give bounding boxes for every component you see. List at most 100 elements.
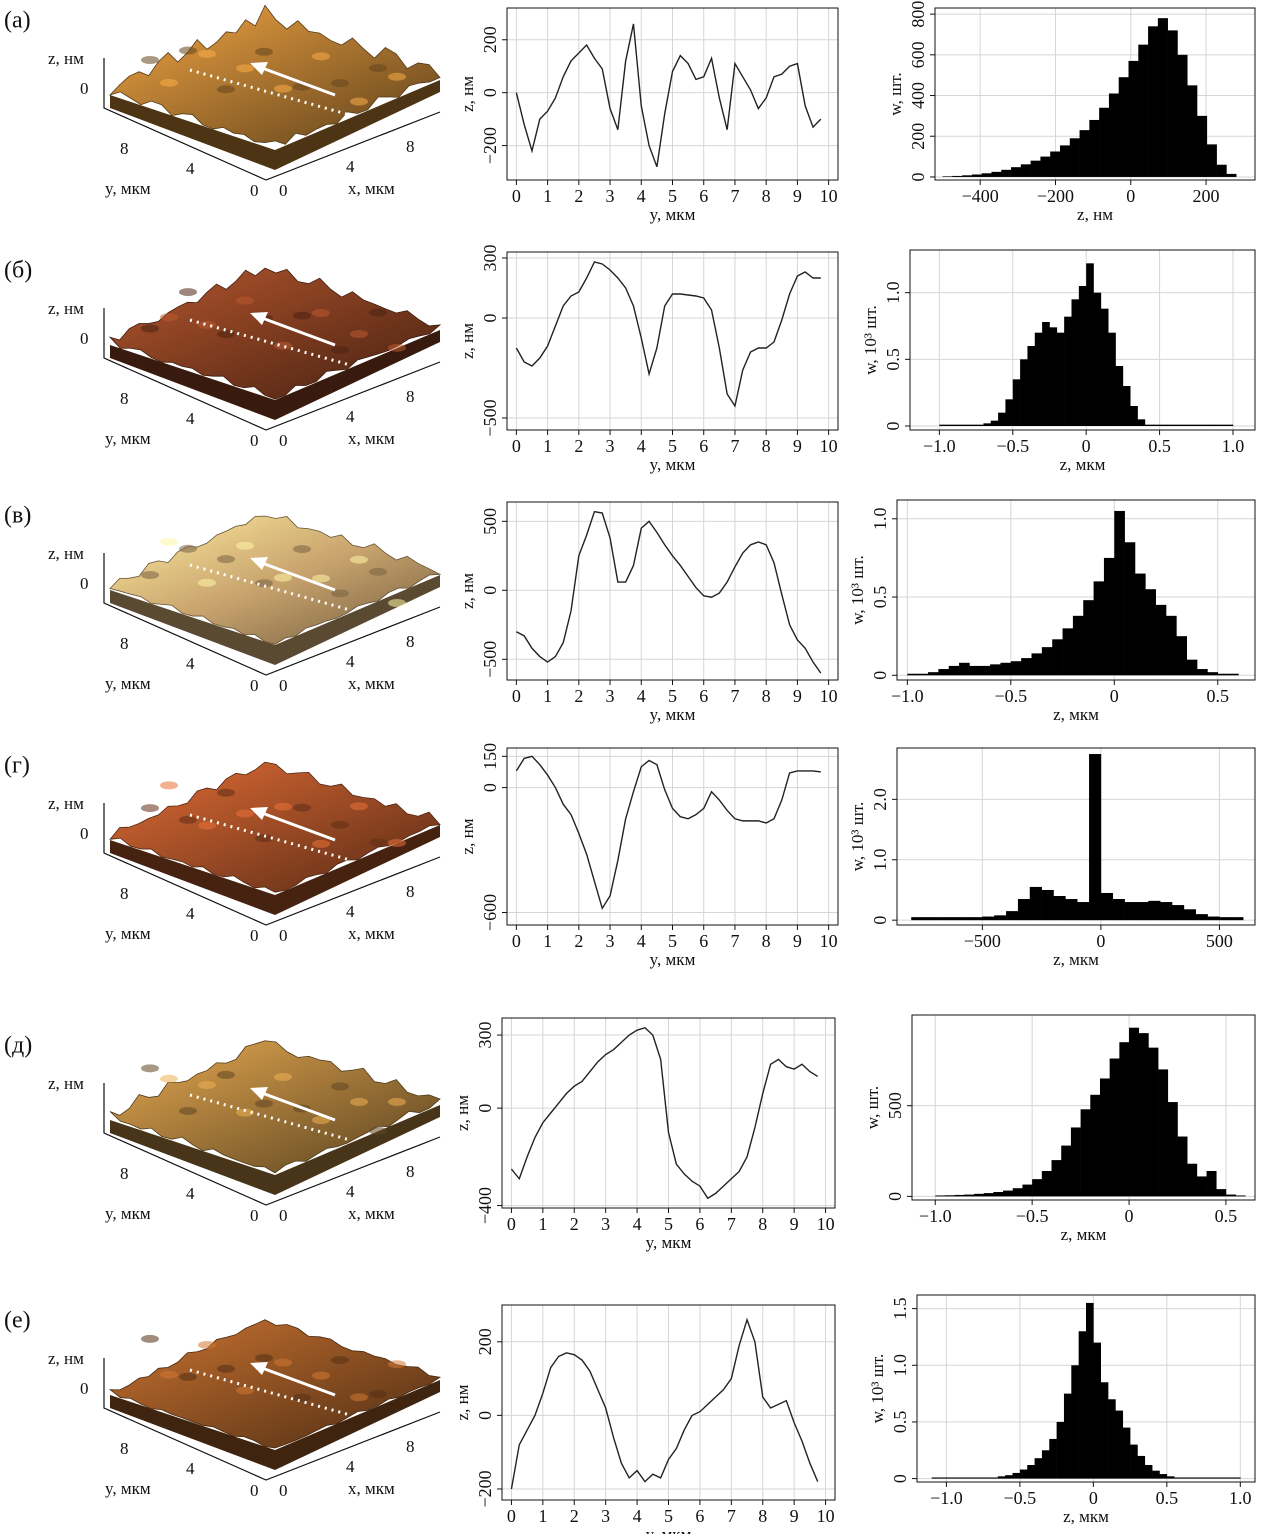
surface-skirt — [110, 825, 440, 915]
surface-feature — [274, 84, 292, 93]
surface-feature — [350, 97, 368, 106]
x-tick-label: 4 — [633, 1214, 642, 1234]
y-tick-label: 1.0 — [890, 1354, 910, 1377]
histogram-bar — [1071, 1365, 1079, 1479]
y-tick-label: 1.5 — [890, 1297, 910, 1320]
plot-frame — [506, 7, 839, 181]
histogram-bar — [969, 665, 981, 676]
surface-feature — [274, 802, 292, 811]
histogram-bar — [1218, 424, 1226, 426]
y-tick-label: −500 — [480, 641, 500, 678]
y-tick-label: 0 — [250, 676, 259, 695]
x-tick-label: 6 — [695, 1214, 704, 1234]
x-tick-label: 7 — [727, 1506, 736, 1526]
x-tick-label: 3 — [606, 186, 615, 206]
histogram-bar — [1124, 542, 1136, 676]
surface-feature — [236, 1386, 254, 1395]
histogram-bar — [1083, 600, 1094, 676]
histogram-bar — [1051, 1160, 1062, 1197]
x-tick-label: 8 — [406, 1162, 415, 1181]
histogram-bar — [1089, 119, 1100, 177]
x-axis-label: x, мкм — [348, 674, 395, 693]
histogram-bar — [1152, 424, 1160, 426]
histogram-bar — [1005, 399, 1014, 426]
surface-panel: (а) z, нм 0 8 4 0 0 4 8 y, мкм x, мкм — [4, 4, 441, 200]
histogram-bar — [1207, 916, 1220, 921]
x-tick-label: 500 — [1206, 931, 1233, 951]
x-tick-label: 10 — [817, 1506, 835, 1526]
histogram-bar — [928, 672, 939, 676]
x-tick-label: −400 — [962, 186, 999, 206]
surface-axis — [103, 1083, 441, 1206]
histogram-bar — [1070, 1127, 1081, 1197]
y-axis-label: y, мкм — [105, 1479, 151, 1498]
y-tick-label: 0 — [250, 926, 259, 945]
surface-feature — [350, 330, 368, 339]
surface-feature — [274, 1073, 292, 1082]
histogram-bar — [959, 662, 970, 676]
histogram-bar — [1093, 581, 1105, 676]
surface-feature — [198, 49, 216, 58]
surface-feature — [198, 1340, 216, 1349]
row-label: (д) — [4, 1033, 32, 1059]
x-tick-label: 1.0 — [1222, 436, 1245, 456]
x-tick-label: 10 — [820, 436, 838, 456]
plot-frame — [896, 499, 1256, 681]
histogram-bar — [1138, 1033, 1149, 1197]
y-tick-label: 4 — [186, 654, 195, 673]
y-axis-label: y, мкм — [105, 179, 151, 198]
surface-feature — [274, 1358, 292, 1367]
histogram-bar — [1197, 669, 1208, 676]
x-tick-label: 0 — [512, 931, 521, 951]
histogram-bar — [1012, 1188, 1023, 1197]
y-axis-label: y, мкм — [105, 674, 151, 693]
y-axis-label: w, шт. — [863, 1086, 882, 1129]
x-axis-label: y, мкм — [650, 455, 696, 474]
surface-feature — [388, 1360, 406, 1369]
surface-skirt — [110, 1105, 440, 1195]
histogram-bar — [944, 1195, 955, 1197]
x-tick-label: 10 — [820, 186, 838, 206]
histogram-bar — [1195, 914, 1208, 921]
y-tick-label: −500 — [480, 399, 500, 436]
plot-frame — [916, 1294, 1256, 1483]
histogram-bar — [1078, 286, 1087, 426]
histogram-bar — [1118, 77, 1129, 177]
histogram-bar — [1090, 1094, 1101, 1197]
y-tick-label: 600 — [908, 41, 928, 68]
plot-frame — [909, 249, 1256, 431]
surface-skirt — [110, 80, 440, 170]
surface-feature — [293, 803, 311, 812]
y-axis-label: z, нм — [453, 1095, 472, 1131]
surface-feature — [217, 1070, 235, 1079]
x-tick-label: 3 — [601, 1506, 610, 1526]
histogram-bar — [939, 424, 948, 426]
x-tick-label: 4 — [346, 652, 355, 671]
histogram-bar — [1062, 628, 1074, 676]
y-axis-label: z, нм — [453, 1384, 472, 1420]
x-tick-label: 4 — [637, 436, 646, 456]
surface-panel: (в) z, нм 0 8 4 0 0 4 8 y, мкм x, мкм — [4, 503, 442, 695]
histogram-bar — [1231, 917, 1244, 921]
x-tick-label: 3 — [606, 931, 615, 951]
histogram-bar — [1174, 424, 1182, 426]
y-tick-label: −600 — [480, 894, 500, 931]
histogram-bar — [1122, 386, 1131, 426]
x-tick-label: 2 — [574, 931, 583, 951]
histogram-bar — [1210, 424, 1219, 426]
surface-panel: (д) z, нм 8 4 0 0 4 8 y, мкм x, мкм — [4, 1033, 441, 1225]
y-tick-label: 0 — [475, 1104, 495, 1113]
histogram-bar — [1186, 659, 1198, 676]
x-tick-label: 4 — [346, 1182, 355, 1201]
y-tick-label: 8 — [120, 1164, 129, 1183]
x-tick-label: 4 — [637, 931, 646, 951]
x-tick-label: −0.5 — [1016, 1206, 1049, 1226]
histogram-bar — [1064, 316, 1072, 426]
histogram-bar — [1166, 1476, 1175, 1479]
x-tick-label: 2 — [570, 1506, 579, 1526]
histogram-bar — [1166, 424, 1175, 426]
y-tick-label: 0 — [250, 1206, 259, 1225]
histogram-bar — [1160, 902, 1173, 921]
scan-arrow — [261, 316, 336, 347]
